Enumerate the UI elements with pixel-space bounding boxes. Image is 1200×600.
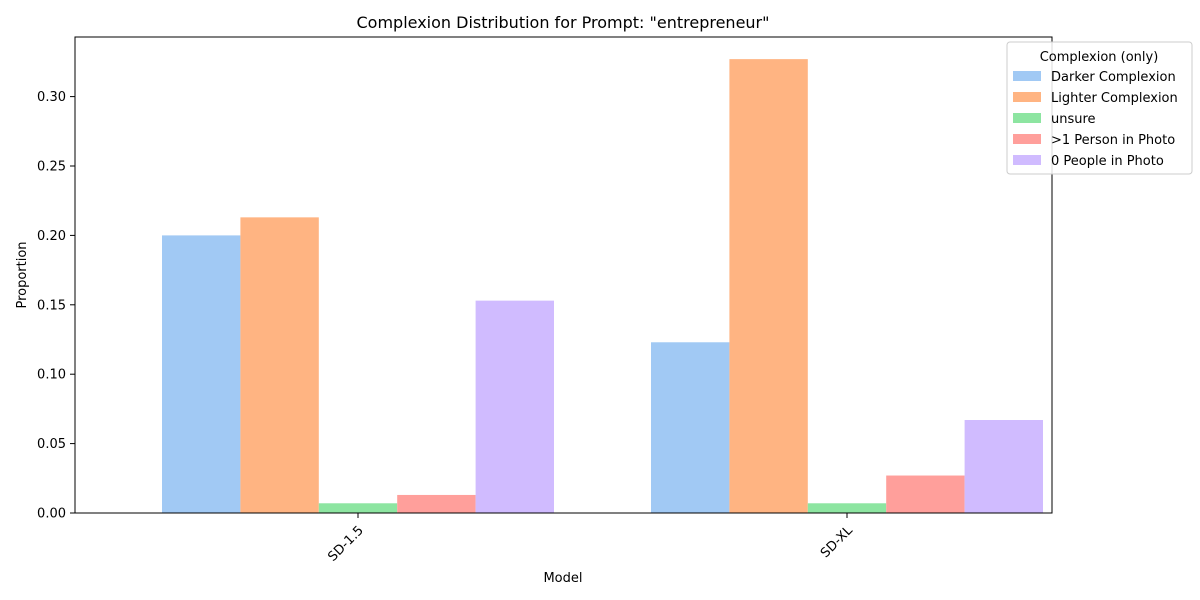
legend-entry-label: Lighter Complexion [1051, 91, 1178, 106]
y-axis: 0.00 0.05 0.10 0.15 0.20 0.25 0.30 [37, 90, 75, 522]
legend-swatch [1013, 71, 1041, 81]
y-tick-label: 0.30 [37, 90, 66, 105]
bar-lighter-complexion-sd-1-5 [240, 217, 319, 513]
x-tick-label: SD-1.5 [325, 523, 366, 564]
y-tick-label: 0.15 [37, 298, 66, 313]
y-tick-label: 0.10 [37, 368, 66, 383]
legend-swatch [1013, 155, 1041, 165]
legend-entry-label: >1 Person in Photo [1051, 133, 1175, 148]
bar-unsure-sd-1-5 [318, 503, 398, 513]
y-axis-label: Proportion [15, 241, 30, 308]
legend-swatch [1013, 134, 1041, 144]
legend-swatch [1013, 92, 1041, 102]
legend-box [1006, 41, 1193, 175]
legend: Complexion (only) Darker Complexion Light… [1006, 41, 1193, 175]
bar-lighter-complexion-sd-xl [729, 59, 808, 514]
x-axis: SD-1.5 SD-XL [325, 513, 856, 565]
legend-entry-label: unsure [1051, 112, 1096, 127]
bar-darker-complexion-sd-1-5 [162, 235, 241, 513]
plot-frame [74, 36, 1053, 514]
bar-1-person-in-photo-sd-xl [886, 475, 965, 513]
bars-layer [162, 59, 1043, 514]
bar-0-people-in-photo-sd-1-5 [475, 300, 554, 513]
y-tick-label: 0.20 [37, 229, 66, 244]
bar-0-people-in-photo-sd-xl [964, 420, 1043, 513]
bar-darker-complexion-sd-xl [651, 342, 730, 513]
legend-entry-label: 0 People in Photo [1051, 154, 1164, 169]
bar-1-person-in-photo-sd-1-5 [397, 494, 476, 513]
y-tick-label: 0.25 [37, 160, 66, 175]
x-axis-label: Model [543, 571, 582, 586]
chart-title: Complexion Distribution for Prompt: "ent… [356, 13, 769, 32]
legend-title: Complexion (only) [1040, 50, 1159, 65]
legend-swatch [1013, 113, 1041, 123]
x-tick-label: SD-XL [818, 523, 856, 561]
legend-entry-label: Darker Complexion [1051, 70, 1176, 85]
bar-unsure-sd-xl [807, 503, 887, 513]
y-tick-label: 0.00 [37, 507, 66, 522]
y-tick-label: 0.05 [37, 437, 66, 452]
